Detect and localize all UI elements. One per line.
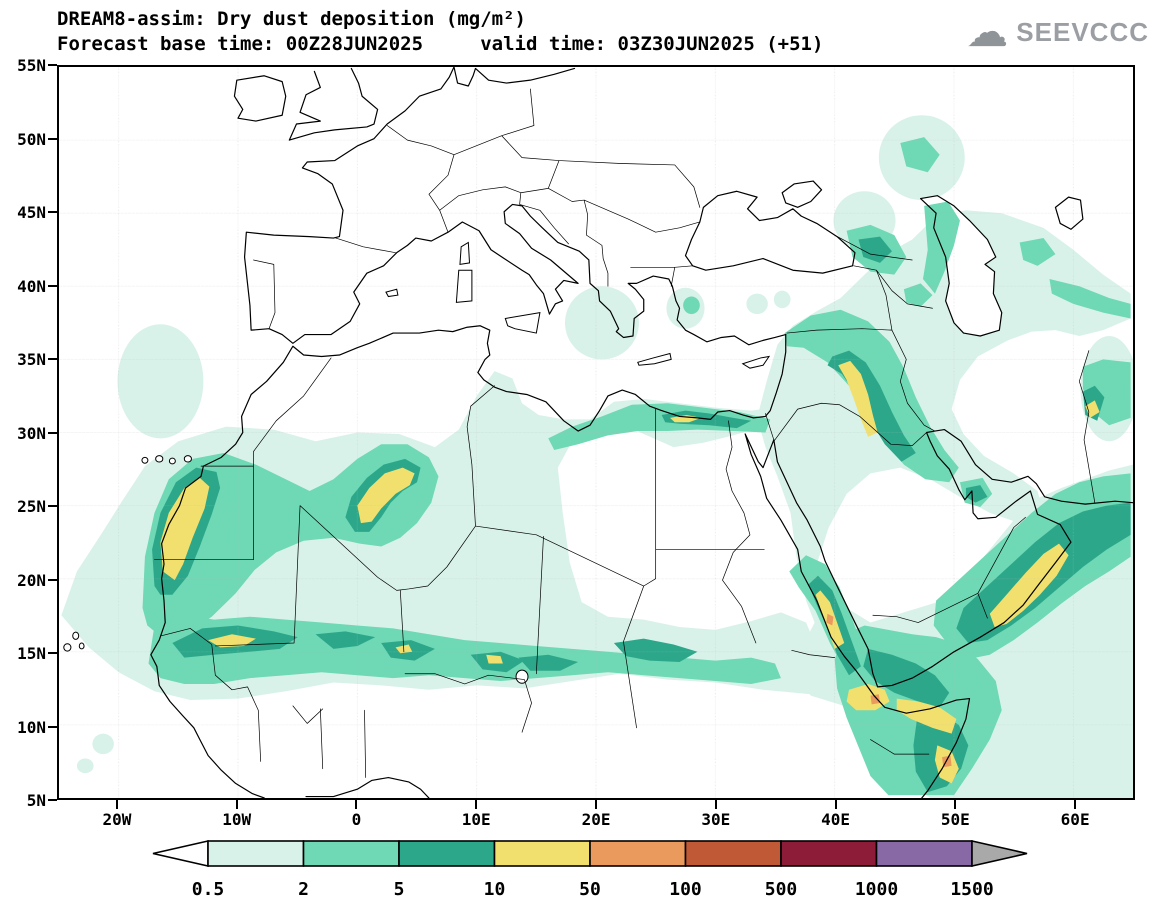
dust-field-level-10 (160, 360, 1100, 784)
lon-tick-label: 20W (102, 810, 132, 829)
lat-tick (48, 505, 57, 507)
lat-tick (48, 211, 57, 213)
country-borders (154, 89, 1094, 778)
colorbar-box (302, 840, 400, 867)
colorbar-box (684, 840, 782, 867)
lat-tick-label: 15N (17, 644, 46, 663)
colorbar-label: 1500 (950, 879, 993, 900)
colorbar-box (875, 840, 973, 867)
legend-colorbar: 0.5 2 5 10 50 100 500 1000 1500 (150, 839, 1030, 907)
lon-tick (834, 800, 837, 809)
colorbar-arrow-left (152, 839, 209, 868)
logo-text: SEEVCCC (1016, 16, 1149, 47)
lon-tick (235, 800, 238, 809)
lon-tick (475, 800, 478, 809)
map-canvas (59, 67, 1133, 798)
lon-tick-label: 10W (222, 810, 252, 829)
lat-tick-label: 45N (17, 203, 46, 222)
colorbar-label: 5 (394, 879, 405, 900)
lat-tick (48, 431, 57, 434)
lat-tick (48, 358, 57, 360)
lon-tick-label: 30E (701, 810, 731, 829)
lat-tick (48, 725, 57, 728)
lon-tick-label: 20E (581, 810, 611, 829)
lat-tick (48, 799, 57, 801)
colorbar-label: 10 (484, 879, 506, 900)
colorbar-label: 50 (579, 879, 601, 900)
lat-tick-label: 40N (17, 276, 46, 296)
lon-tick (1074, 800, 1077, 809)
lon-tick (954, 800, 957, 809)
colorbar-label: 100 (669, 879, 702, 900)
lon-tick (355, 800, 358, 809)
lon-tick-label: 0 (351, 810, 362, 829)
lat-tick (48, 578, 57, 581)
lat-tick-label: 50N (17, 129, 46, 149)
colorbar-box (493, 840, 591, 867)
lat-tick (48, 137, 57, 140)
lon-tick (115, 800, 118, 809)
page-subtitle: Forecast base time: 00Z28JUN2025 valid t… (57, 33, 824, 55)
colorbar-label: 0.5 (192, 879, 225, 900)
colorbar-box (398, 840, 496, 867)
nile-river (722, 421, 755, 643)
colorbar-box (780, 840, 878, 867)
small-islands (64, 456, 528, 684)
lat-tick-label: 35N (17, 350, 46, 369)
lon-tick-label: 10E (461, 810, 491, 829)
page-title: DREAM8-assim: Dry dust deposition (mg/m²… (57, 8, 526, 30)
map-frame (57, 65, 1135, 800)
lon-tick-label: 40E (821, 810, 851, 829)
lat-tick-label: 5N (26, 791, 46, 810)
colorbar-svg: 0.5 2 5 10 50 100 500 1000 1500 (152, 839, 1028, 900)
lon-tick-label: 50E (940, 810, 970, 829)
coastlines (64, 67, 1133, 798)
lat-tick (48, 64, 57, 66)
lon-tick (595, 800, 598, 809)
lon-tick-label: 60E (1060, 810, 1090, 829)
cloud-icon: ☁ (966, 7, 1009, 56)
colorbar-label: 1000 (855, 879, 898, 900)
lat-tick-label: 10N (17, 717, 46, 737)
lat-tick-label: 30N (17, 423, 46, 443)
lat-tick (48, 284, 57, 287)
colorbar-label: 2 (298, 879, 309, 900)
colorbar-label: 500 (765, 879, 798, 900)
lat-tick-label: 25N (17, 497, 46, 516)
lat-tick-label: 55N (17, 56, 46, 75)
colorbar-box (207, 840, 305, 867)
lon-tick (714, 800, 717, 809)
seevccc-logo: ☁ SEEVCCC (966, 7, 1149, 56)
lat-tick-label: 20N (17, 570, 46, 590)
colorbar-box (589, 840, 687, 867)
lat-tick (48, 652, 57, 654)
colorbar-arrow-right (971, 839, 1028, 868)
